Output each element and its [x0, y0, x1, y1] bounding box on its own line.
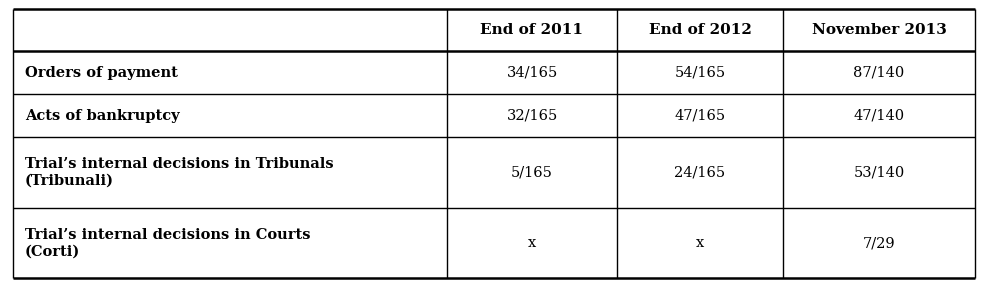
- Text: 24/165: 24/165: [674, 166, 726, 180]
- Text: 34/165: 34/165: [506, 66, 558, 80]
- Text: Trial’s internal decisions in Tribunals
(Tribunali): Trial’s internal decisions in Tribunals …: [25, 157, 334, 188]
- Text: 87/140: 87/140: [853, 66, 905, 80]
- Text: 47/165: 47/165: [674, 109, 726, 123]
- Text: 7/29: 7/29: [863, 236, 895, 250]
- Text: x: x: [696, 236, 704, 250]
- Text: 32/165: 32/165: [506, 109, 558, 123]
- Text: End of 2012: End of 2012: [649, 23, 751, 37]
- Text: 54/165: 54/165: [674, 66, 726, 80]
- Text: Acts of bankruptcy: Acts of bankruptcy: [25, 109, 180, 123]
- Text: x: x: [528, 236, 536, 250]
- Text: End of 2011: End of 2011: [480, 23, 584, 37]
- Text: Trial’s internal decisions in Courts
(Corti): Trial’s internal decisions in Courts (Co…: [25, 228, 310, 258]
- Text: 47/140: 47/140: [853, 109, 905, 123]
- Text: November 2013: November 2013: [812, 23, 946, 37]
- Text: Orders of payment: Orders of payment: [25, 66, 178, 80]
- Text: 53/140: 53/140: [853, 166, 905, 180]
- Text: 5/165: 5/165: [511, 166, 553, 180]
